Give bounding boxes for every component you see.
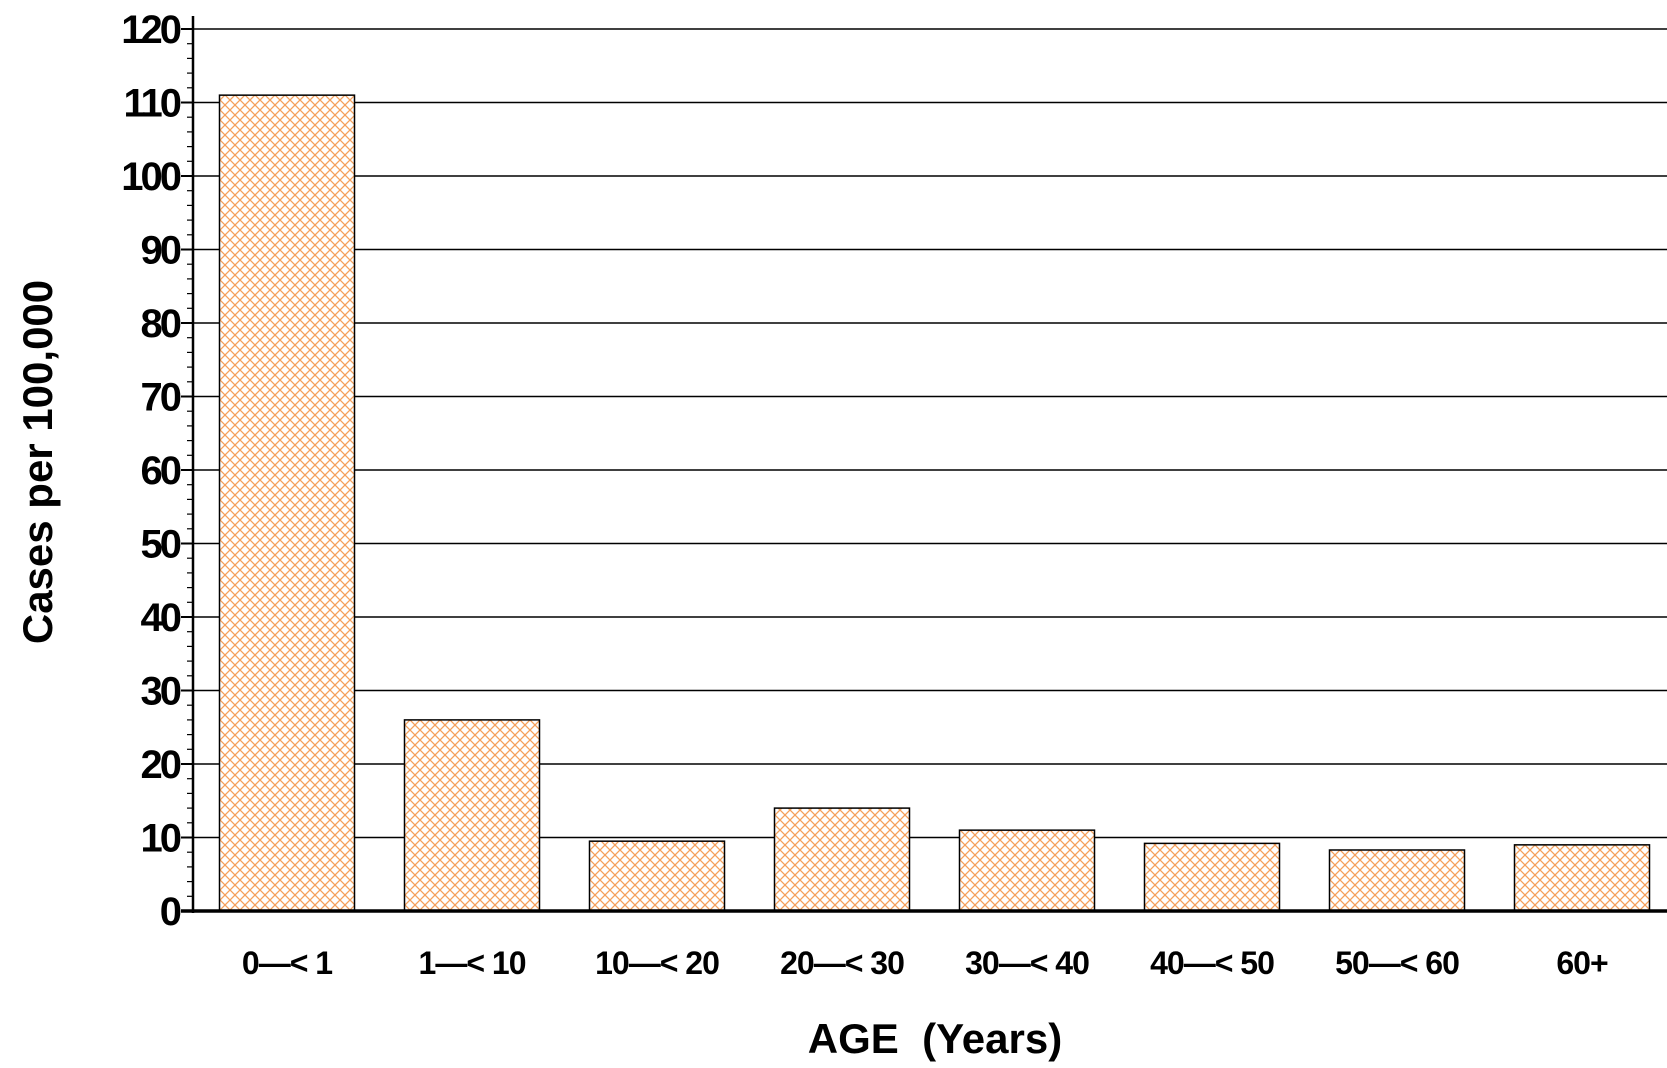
- bar: [1330, 850, 1465, 911]
- y-tick-label: 100: [121, 155, 180, 199]
- y-tick-label: 20: [141, 743, 181, 787]
- x-tick-label: 30—< 40: [965, 945, 1089, 981]
- bar: [405, 720, 540, 911]
- bar: [1145, 843, 1280, 911]
- gridlines: [193, 29, 1667, 838]
- y-tick-label: 90: [141, 229, 181, 273]
- y-tick-label: 40: [141, 596, 181, 640]
- y-tick-label: 60: [141, 449, 181, 493]
- x-tick-label: 60+: [1556, 945, 1608, 981]
- y-tick-label: 10: [141, 817, 181, 861]
- x-tick-label: 1—< 10: [419, 945, 526, 981]
- y-tick-label: 30: [141, 670, 181, 714]
- x-tick-label: 40—< 50: [1150, 945, 1274, 981]
- x-tick-label: 50—< 60: [1335, 945, 1459, 981]
- bar: [1515, 845, 1650, 911]
- x-tick-labels: 0—< 1 1—< 10 10—< 20 20—< 30 30—< 40 40—< 50 5…: [242, 945, 1608, 981]
- y-tick-label: 80: [141, 302, 181, 346]
- y-tick-label: 0: [160, 890, 181, 934]
- y-axis-title: Cases per 100,000: [14, 280, 61, 644]
- bar: [775, 808, 910, 911]
- x-tick-label: 20—< 30: [780, 945, 904, 981]
- bars: [220, 95, 1650, 911]
- x-axis-title: AGE (Years): [808, 1015, 1062, 1062]
- bar: [960, 830, 1095, 911]
- x-tick-label: 10—< 20: [595, 945, 719, 981]
- y-tick-label: 120: [121, 8, 180, 52]
- y-tick-labels: 0 10 20 30 40 50 60 70 80 90 100 110 120: [121, 8, 181, 934]
- y-tick-label: 70: [141, 376, 181, 420]
- bar: [220, 95, 355, 911]
- y-tick-label: 110: [123, 82, 180, 126]
- bar: [590, 841, 725, 911]
- y-tick-label: 50: [141, 523, 181, 567]
- x-tick-label: 0—< 1: [242, 945, 332, 981]
